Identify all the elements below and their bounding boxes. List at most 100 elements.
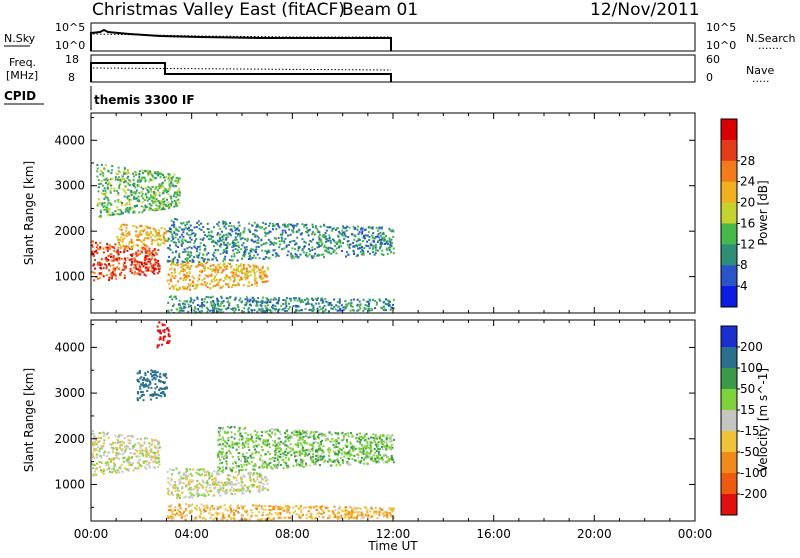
data-cell [255,465,257,467]
data-cell [393,461,395,463]
data-cell [154,452,156,454]
data-cell [260,482,262,484]
data-cell [181,240,183,242]
data-cell [212,508,214,510]
data-cell [262,479,264,481]
nave-right-tick-bottom: 0 [706,71,713,84]
data-cell [177,199,179,201]
data-cell [168,180,170,182]
data-cell [340,515,342,517]
data-cell [149,250,151,252]
data-cell [364,308,366,310]
data-cell [195,238,197,240]
data-cell [99,277,101,279]
data-cell [177,487,179,489]
data-cell [103,454,105,456]
data-cell [307,301,309,303]
data-cell [335,446,337,448]
data-cell [266,514,268,516]
data-cell [267,269,269,271]
data-cell [133,198,135,200]
data-cell [219,435,221,437]
data-cell [379,247,381,249]
data-cell [114,457,116,459]
data-cell [231,436,233,438]
data-cell [226,234,228,236]
data-cell [305,308,307,310]
data-cell [262,487,264,489]
data-cell [122,234,124,236]
data-cell [235,248,237,250]
data-cell [105,206,107,208]
data-cell [171,309,173,311]
data-cell [229,475,231,477]
data-cell [372,240,374,242]
data-cell [175,234,177,236]
data-cell [172,238,174,240]
data-cell [93,457,95,459]
data-cell [369,300,371,302]
data-cell [110,188,112,190]
data-cell [143,399,145,401]
data-cell [332,228,334,230]
data-cell [338,517,340,519]
data-cell [297,446,299,448]
data-cell [321,254,323,256]
data-cell [113,466,115,468]
data-cell [152,201,154,203]
data-cell [275,467,277,469]
data-cell [228,225,230,227]
data-cell [256,242,258,244]
data-cell [148,442,150,444]
data-cell [331,464,333,466]
data-cell [330,449,332,451]
data-cell [171,233,173,235]
data-cell [197,246,199,248]
data-cell [256,246,258,248]
data-cell [163,237,165,239]
data-cell [215,257,217,259]
data-cell [270,299,272,301]
data-cell [278,237,280,239]
data-cell [196,505,198,507]
data-cell [274,454,276,456]
data-cell [210,301,212,303]
data-cell [171,510,173,512]
data-cell [121,450,123,452]
data-cell [144,237,146,239]
data-cell [193,242,195,244]
data-cell [105,190,107,192]
data-cell [277,459,279,461]
data-cell [101,263,103,265]
data-cell [157,466,159,468]
data-cell [99,441,101,443]
data-cell [345,514,347,516]
data-cell [342,242,344,244]
data-cell [158,200,160,202]
data-cell [367,245,369,247]
data-cell [288,458,290,460]
data-cell [142,449,144,451]
data-cell [386,511,388,513]
data-cell [274,440,276,442]
data-cell [233,225,235,227]
data-cell [261,244,263,246]
data-cell [268,517,270,519]
data-cell [391,440,393,442]
data-cell [212,268,214,270]
data-cell [128,172,130,174]
data-cell [376,304,378,306]
data-cell [194,518,196,520]
data-cell [99,437,101,439]
data-cell [120,226,122,228]
data-cell [178,289,180,291]
data-cell [133,469,135,471]
data-cell [109,471,111,473]
data-cell [225,244,227,246]
data-cell [237,490,239,492]
data-cell [285,448,287,450]
data-cell [203,231,205,233]
data-cell [352,450,354,452]
data-cell [255,257,257,259]
data-cell [169,245,171,247]
